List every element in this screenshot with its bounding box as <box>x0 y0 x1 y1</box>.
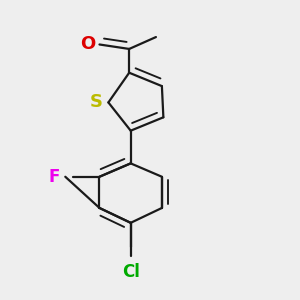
Text: S: S <box>89 93 102 111</box>
Text: O: O <box>80 35 95 53</box>
Text: Cl: Cl <box>122 263 140 281</box>
Text: F: F <box>48 168 60 186</box>
